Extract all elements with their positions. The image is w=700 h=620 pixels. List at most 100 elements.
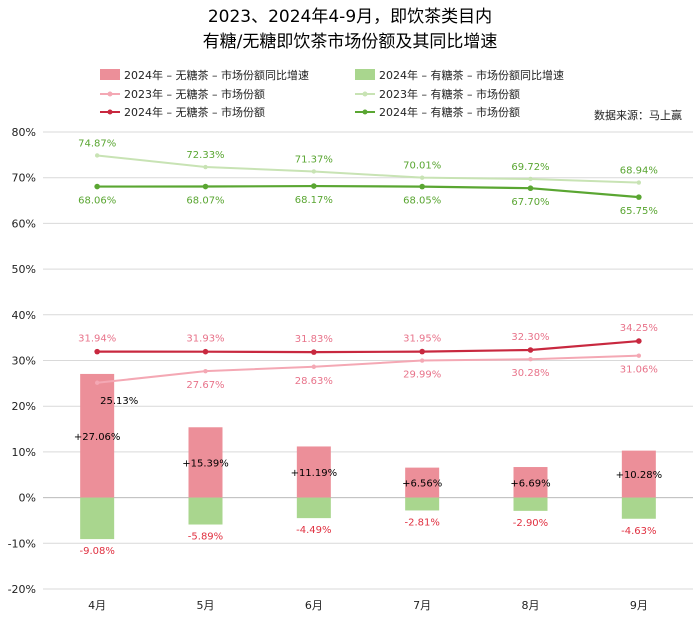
data-label: 31.83% — [295, 334, 333, 345]
legend-marker — [362, 91, 368, 97]
y-tick-label: 70% — [12, 172, 36, 185]
line-2024-sugared-point — [311, 183, 317, 189]
line-2023-sugared-point — [311, 169, 317, 174]
line-2024-sugarfree-point — [94, 348, 100, 355]
bar-sugarfree-yoy — [513, 467, 548, 498]
legend-swatch — [355, 69, 375, 80]
grid-layer — [43, 131, 693, 590]
data-label: +6.56% — [402, 479, 442, 490]
legend-label: 2023年 – 无糖茶 – 市场份额 — [124, 87, 265, 101]
bar-sugared-yoy — [621, 497, 656, 519]
y-tick-label: 40% — [12, 309, 36, 322]
line-2024-sugared-point — [527, 185, 534, 192]
data-label: +6.69% — [510, 478, 550, 489]
data-label: -4.49% — [296, 525, 331, 536]
data-label: 27.67% — [186, 380, 224, 391]
legend-marker — [107, 109, 113, 115]
line-2023-sugarfree-point — [419, 358, 425, 363]
data-label: 25.13% — [100, 396, 138, 407]
data-label: 68.17% — [295, 195, 333, 206]
chart-title-line2: 有糖/无糖即饮茶市场份额及其同比增速 — [203, 32, 498, 52]
data-label: -5.89% — [188, 532, 223, 543]
x-tick-label: 4月 — [88, 599, 106, 612]
data-label: 68.06% — [78, 196, 116, 207]
line-2024-sugarfree-point — [202, 348, 209, 355]
line-2024-sugared-point — [202, 183, 209, 190]
data-label: 68.05% — [403, 196, 441, 207]
data-label: 68.07% — [186, 196, 224, 207]
legend-swatch — [100, 69, 120, 80]
bar-sugarfree-yoy — [80, 373, 115, 498]
legend-label: 2024年 – 有糖茶 – 市场份额同比增速 — [379, 68, 564, 82]
data-label: 29.99% — [403, 370, 441, 381]
legend-label: 2024年 – 无糖茶 – 市场份额 — [124, 105, 265, 119]
data-source-note: 数据来源：马上赢 — [594, 108, 682, 122]
data-label: 67.70% — [511, 197, 549, 208]
y-tick-label: 80% — [12, 126, 36, 139]
line-2024-sugared-point — [419, 183, 425, 190]
line-2023-sugarfree — [97, 354, 639, 384]
y-tick-label: 20% — [12, 400, 36, 413]
data-label: -4.63% — [621, 526, 656, 537]
data-label: +10.28% — [616, 470, 663, 481]
line-2023-sugared-point — [419, 175, 425, 180]
bar-sugarfree-yoy — [296, 446, 331, 498]
data-label: 74.87% — [78, 138, 116, 149]
line-2023-sugared-point — [203, 164, 208, 170]
y-tick-label: 50% — [12, 263, 36, 276]
data-label: +15.39% — [182, 458, 229, 469]
data-label: 31.94% — [78, 334, 116, 345]
y-tick-label: -10% — [8, 537, 36, 550]
y-tick-label: 0% — [19, 492, 36, 505]
data-label: +11.19% — [291, 468, 338, 479]
line-2024-sugarfree-point — [311, 349, 317, 355]
data-label: +27.06% — [74, 432, 121, 443]
data-label: 31.93% — [186, 334, 224, 345]
line-2023-sugared-point — [94, 153, 100, 158]
data-label: -9.08% — [79, 546, 114, 557]
y-tick-label: 10% — [12, 446, 36, 459]
x-tick-label: 5月 — [197, 599, 215, 612]
legend-label: 2024年 – 无糖茶 – 市场份额同比增速 — [124, 68, 309, 82]
line-2024-sugared-point — [94, 183, 100, 190]
data-label: -2.81% — [404, 517, 439, 528]
data-label: 30.28% — [511, 368, 549, 379]
bar-sugared-yoy — [513, 497, 548, 511]
line-2024-sugarfree-point — [636, 338, 642, 344]
line-2023-sugared-point — [528, 176, 533, 182]
x-tick-label: 8月 — [522, 599, 540, 612]
line-2024-sugared-point — [636, 194, 642, 200]
bar-sugared-yoy — [405, 497, 440, 511]
bar-sugared-yoy — [296, 497, 331, 519]
x-tick-label: 6月 — [305, 599, 323, 612]
line-2023-sugared — [97, 154, 639, 184]
data-label: 31.95% — [403, 334, 441, 345]
bar-sugarfree-yoy — [188, 427, 223, 498]
data-label: 28.63% — [295, 376, 333, 387]
y-tick-label: 30% — [12, 355, 36, 368]
bar-sugarfree-yoy — [621, 450, 656, 498]
bar-sugared-yoy — [188, 497, 223, 525]
data-label: -2.90% — [513, 518, 548, 529]
line-2023-sugared-point — [636, 180, 642, 185]
data-label: 34.25% — [620, 323, 658, 334]
line-2024-sugarfree-point — [419, 348, 425, 355]
y-tick-label: 60% — [12, 217, 36, 230]
data-label: 65.75% — [620, 206, 658, 217]
data-label: 69.72% — [511, 162, 549, 173]
legend-label: 2024年 – 有糖茶 – 市场份额 — [379, 105, 520, 119]
x-tick-label: 9月 — [630, 599, 648, 612]
line-2023-sugarfree-point — [311, 364, 317, 369]
label-layer: 74.87% 68.06% 31.94% 25.13% +27.06% -9.08% 72.… — [74, 138, 662, 557]
legend-marker — [362, 109, 368, 115]
line-2023-sugarfree-point — [636, 353, 642, 358]
line-2023-sugarfree-point — [94, 380, 100, 385]
line-2024-sugarfree — [97, 339, 639, 354]
data-label: 72.33% — [186, 150, 224, 161]
data-label: 31.06% — [620, 365, 658, 376]
data-label: 70.01% — [403, 161, 441, 172]
line-layer — [94, 153, 642, 385]
x-tick-label: 7月 — [413, 599, 431, 612]
